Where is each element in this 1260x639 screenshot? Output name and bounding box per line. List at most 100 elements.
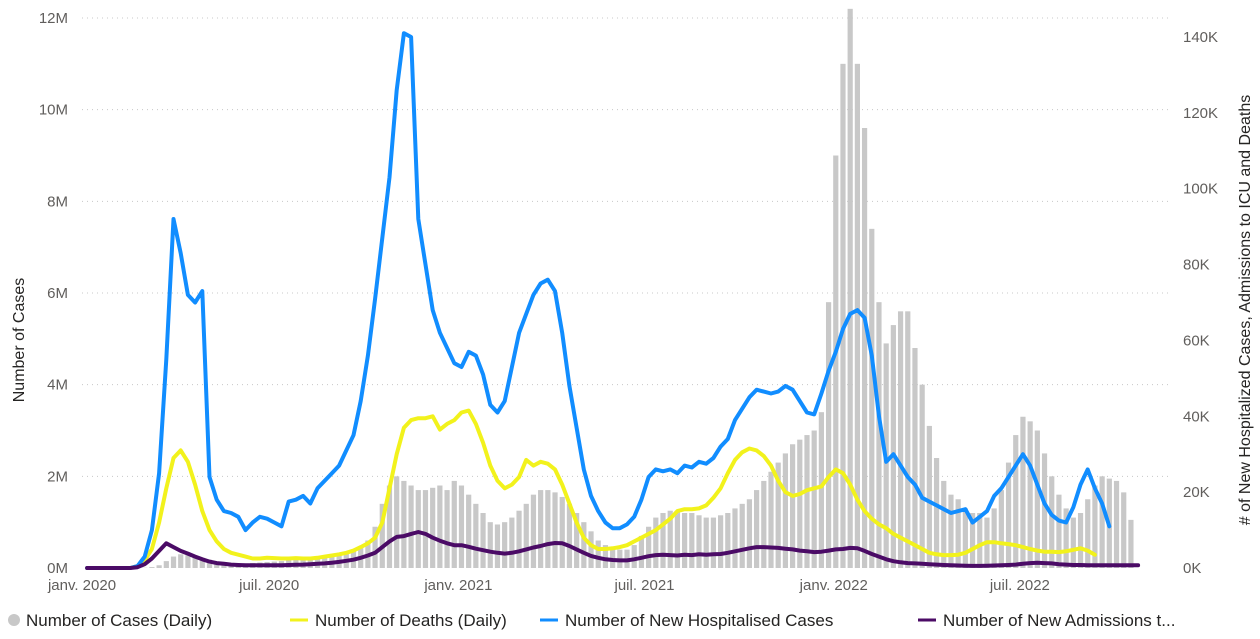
case-bar[interactable] <box>1092 485 1098 569</box>
case-bar[interactable] <box>732 508 738 568</box>
case-bar[interactable] <box>646 526 652 568</box>
case-bar[interactable] <box>1041 453 1048 568</box>
case-bar[interactable] <box>948 494 954 568</box>
case-bar[interactable] <box>1013 435 1019 568</box>
case-bar[interactable] <box>977 513 983 568</box>
line-icu-admissions[interactable] <box>85 530 1141 570</box>
case-bar[interactable] <box>502 522 508 568</box>
case-bar[interactable] <box>631 545 637 568</box>
case-bar[interactable] <box>782 453 788 568</box>
case-bar[interactable] <box>861 128 868 568</box>
case-bar[interactable] <box>581 522 587 568</box>
case-bar[interactable] <box>437 485 443 569</box>
case-bar[interactable] <box>833 155 839 569</box>
line-hospitalised[interactable] <box>85 31 1112 570</box>
case-bar[interactable] <box>797 439 803 568</box>
case-bar[interactable] <box>653 517 659 568</box>
case-bar[interactable] <box>394 476 400 568</box>
case-bar[interactable] <box>933 458 940 568</box>
case-bar[interactable] <box>876 302 882 568</box>
case-bar[interactable] <box>1121 492 1127 568</box>
case-bar[interactable] <box>825 302 832 568</box>
case-bar[interactable] <box>1128 519 1134 568</box>
case-bar[interactable] <box>372 526 378 568</box>
case-bar[interactable] <box>768 471 774 568</box>
case-bar[interactable] <box>156 565 162 568</box>
case-bar[interactable] <box>422 490 429 568</box>
case-bar[interactable] <box>869 228 875 569</box>
case-bar[interactable] <box>739 503 745 568</box>
case-bar[interactable] <box>962 508 968 568</box>
case-bar[interactable] <box>458 485 465 569</box>
case-bar[interactable] <box>682 513 688 568</box>
case-bar[interactable] <box>530 494 537 568</box>
case-bar[interactable] <box>926 425 932 568</box>
case-bar[interactable] <box>595 540 601 569</box>
case-bar[interactable] <box>696 515 702 568</box>
case-bar[interactable] <box>897 311 904 568</box>
case-bar[interactable] <box>689 513 695 568</box>
case-bar[interactable] <box>149 567 155 568</box>
case-bar[interactable] <box>538 490 544 568</box>
case-bar[interactable] <box>170 556 177 568</box>
case-bar[interactable] <box>969 513 976 568</box>
case-bar[interactable] <box>1005 462 1012 568</box>
case-bar[interactable] <box>710 517 717 568</box>
case-bar[interactable] <box>1027 421 1033 568</box>
case-bar[interactable] <box>660 513 666 568</box>
case-bar[interactable] <box>912 348 918 568</box>
case-bar[interactable] <box>480 513 486 568</box>
case-bar[interactable] <box>163 561 169 568</box>
case-bar[interactable] <box>1099 476 1105 568</box>
case-bar[interactable] <box>494 524 501 568</box>
case-bar[interactable] <box>178 554 184 568</box>
case-bar[interactable] <box>955 499 961 568</box>
case-bar[interactable] <box>1063 508 1069 568</box>
case-bar[interactable] <box>919 384 925 568</box>
case-bar[interactable] <box>1056 494 1062 568</box>
case-bar[interactable] <box>192 556 198 568</box>
case-bar[interactable] <box>667 510 673 568</box>
legend-item[interactable]: Number of Deaths (Daily) <box>290 611 507 630</box>
case-bar[interactable] <box>610 547 616 568</box>
case-bar[interactable] <box>804 435 810 568</box>
case-bar[interactable] <box>754 490 760 568</box>
case-bar[interactable] <box>1034 430 1040 569</box>
case-bar[interactable] <box>998 490 1004 568</box>
case-bar[interactable] <box>761 480 767 568</box>
case-bar[interactable] <box>854 63 860 568</box>
case-bar[interactable] <box>552 492 558 568</box>
case-bar[interactable] <box>566 503 573 568</box>
case-bar[interactable] <box>509 517 515 568</box>
case-bar[interactable] <box>1049 476 1055 568</box>
case-bar[interactable] <box>523 503 529 568</box>
legend-item[interactable]: Number of New Hospitalised Cases <box>540 611 833 630</box>
case-bar[interactable] <box>1077 513 1084 568</box>
case-bar[interactable] <box>1085 499 1091 568</box>
legend[interactable]: Number of Cases (Daily) Number of Deaths … <box>8 611 1175 630</box>
case-bar[interactable] <box>444 490 450 568</box>
case-bar[interactable] <box>905 311 911 568</box>
case-bar[interactable] <box>386 485 393 569</box>
case-bar[interactable] <box>941 480 947 568</box>
case-bar[interactable] <box>847 8 853 569</box>
case-bar[interactable] <box>1113 480 1120 568</box>
case-bar[interactable] <box>602 545 609 568</box>
case-bar[interactable] <box>451 480 457 568</box>
case-bar[interactable] <box>818 412 824 568</box>
case-bar[interactable] <box>588 531 594 568</box>
case-bar[interactable] <box>991 508 997 568</box>
case-bar[interactable] <box>789 444 796 568</box>
legend-item[interactable]: Number of New Admissions t... <box>918 611 1175 630</box>
case-bar[interactable] <box>206 559 213 568</box>
case-bar[interactable] <box>415 490 421 568</box>
case-bar[interactable] <box>703 517 709 568</box>
case-bar[interactable] <box>559 496 565 568</box>
case-bar[interactable] <box>199 557 205 568</box>
line-deaths[interactable] <box>85 408 1097 570</box>
case-bar[interactable] <box>379 503 385 568</box>
case-bar[interactable] <box>545 490 551 568</box>
case-bar[interactable] <box>574 513 580 568</box>
case-bar[interactable] <box>516 510 522 568</box>
case-bar[interactable] <box>473 503 479 568</box>
